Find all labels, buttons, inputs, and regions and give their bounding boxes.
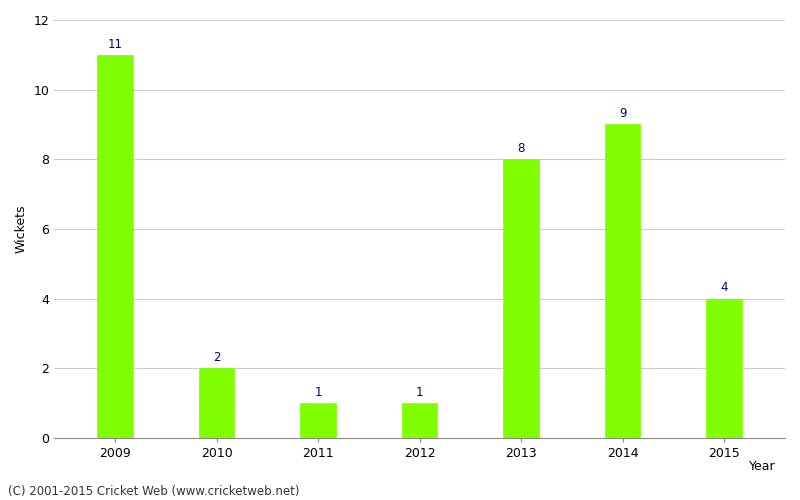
- Bar: [98, 55, 133, 438]
- Bar: [706, 298, 742, 438]
- Text: 8: 8: [518, 142, 525, 155]
- Bar: [300, 403, 336, 438]
- Bar: [199, 368, 234, 438]
- Text: 2: 2: [213, 351, 221, 364]
- Bar: [402, 403, 438, 438]
- Text: Year: Year: [750, 460, 776, 472]
- Text: (C) 2001-2015 Cricket Web (www.cricketweb.net): (C) 2001-2015 Cricket Web (www.cricketwe…: [8, 484, 299, 498]
- Text: 9: 9: [619, 108, 626, 120]
- Bar: [605, 124, 640, 438]
- Text: 4: 4: [720, 282, 728, 294]
- Y-axis label: Wickets: Wickets: [15, 204, 28, 253]
- Text: 1: 1: [314, 386, 322, 399]
- Text: 1: 1: [416, 386, 423, 399]
- Text: 11: 11: [108, 38, 122, 51]
- Bar: [503, 160, 539, 438]
